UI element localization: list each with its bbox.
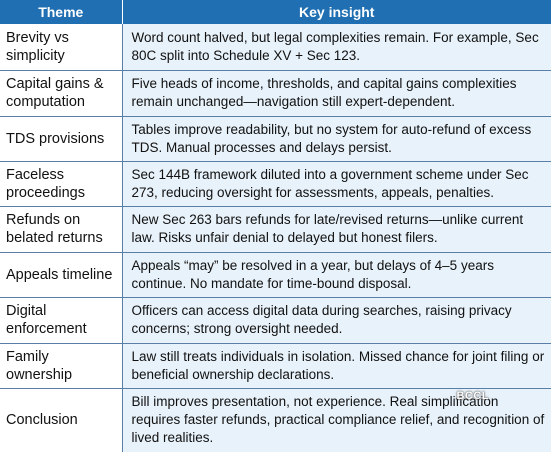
watermark-logo: BCCL: [456, 390, 489, 402]
theme-cell: Appeals timeline: [0, 252, 123, 298]
header-theme: Theme: [0, 0, 123, 24]
table-row: Refunds on belated returns New Sec 263 b…: [0, 206, 551, 253]
header-row: Theme Key insight: [0, 0, 551, 24]
table-row: Capital gains & computation Five heads o…: [0, 70, 551, 117]
theme-cell: TDS provisions: [0, 116, 123, 162]
table-row: Appeals timeline Appeals “may” be resolv…: [0, 252, 551, 298]
insight-cell: Tables improve readability, but no syste…: [122, 116, 551, 162]
insight-cell: Bill improves presentation, not experien…: [122, 388, 551, 452]
theme-cell: Capital gains & computation: [0, 70, 123, 117]
insight-cell: Word count halved, but legal complexitie…: [122, 24, 551, 71]
theme-cell: Brevity vs simplicity: [0, 24, 123, 71]
table-row: Digital enforcement Officers can access …: [0, 297, 551, 344]
header-insight: Key insight: [122, 0, 551, 24]
theme-cell: Refunds on belated returns: [0, 206, 123, 253]
insight-cell: Officers can access digital data during …: [122, 297, 551, 344]
insight-cell: New Sec 263 bars refunds for late/revise…: [122, 206, 551, 253]
table-row: Family ownership Law still treats indivi…: [0, 343, 551, 389]
theme-cell: Conclusion: [0, 388, 123, 452]
theme-cell: Digital enforcement: [0, 297, 123, 344]
table-row: Brevity vs simplicity Word count halved,…: [0, 24, 551, 71]
table-row: TDS provisions Tables improve readabilit…: [0, 116, 551, 162]
insight-cell: Appeals “may” be resolved in a year, but…: [122, 252, 551, 298]
insight-cell: Five heads of income, thresholds, and ca…: [122, 70, 551, 117]
insight-cell: Sec 144B framework diluted into a govern…: [122, 161, 551, 207]
table-row: Conclusion Bill improves presentation, n…: [0, 388, 551, 452]
table-row: Faceless proceedings Sec 144B framework …: [0, 161, 551, 207]
insight-cell: Law still treats individuals in isolatio…: [122, 343, 551, 389]
theme-cell: Family ownership: [0, 343, 123, 389]
theme-cell: Faceless proceedings: [0, 161, 123, 207]
insights-table: Theme Key insight Brevity vs simplicity …: [0, 0, 551, 452]
